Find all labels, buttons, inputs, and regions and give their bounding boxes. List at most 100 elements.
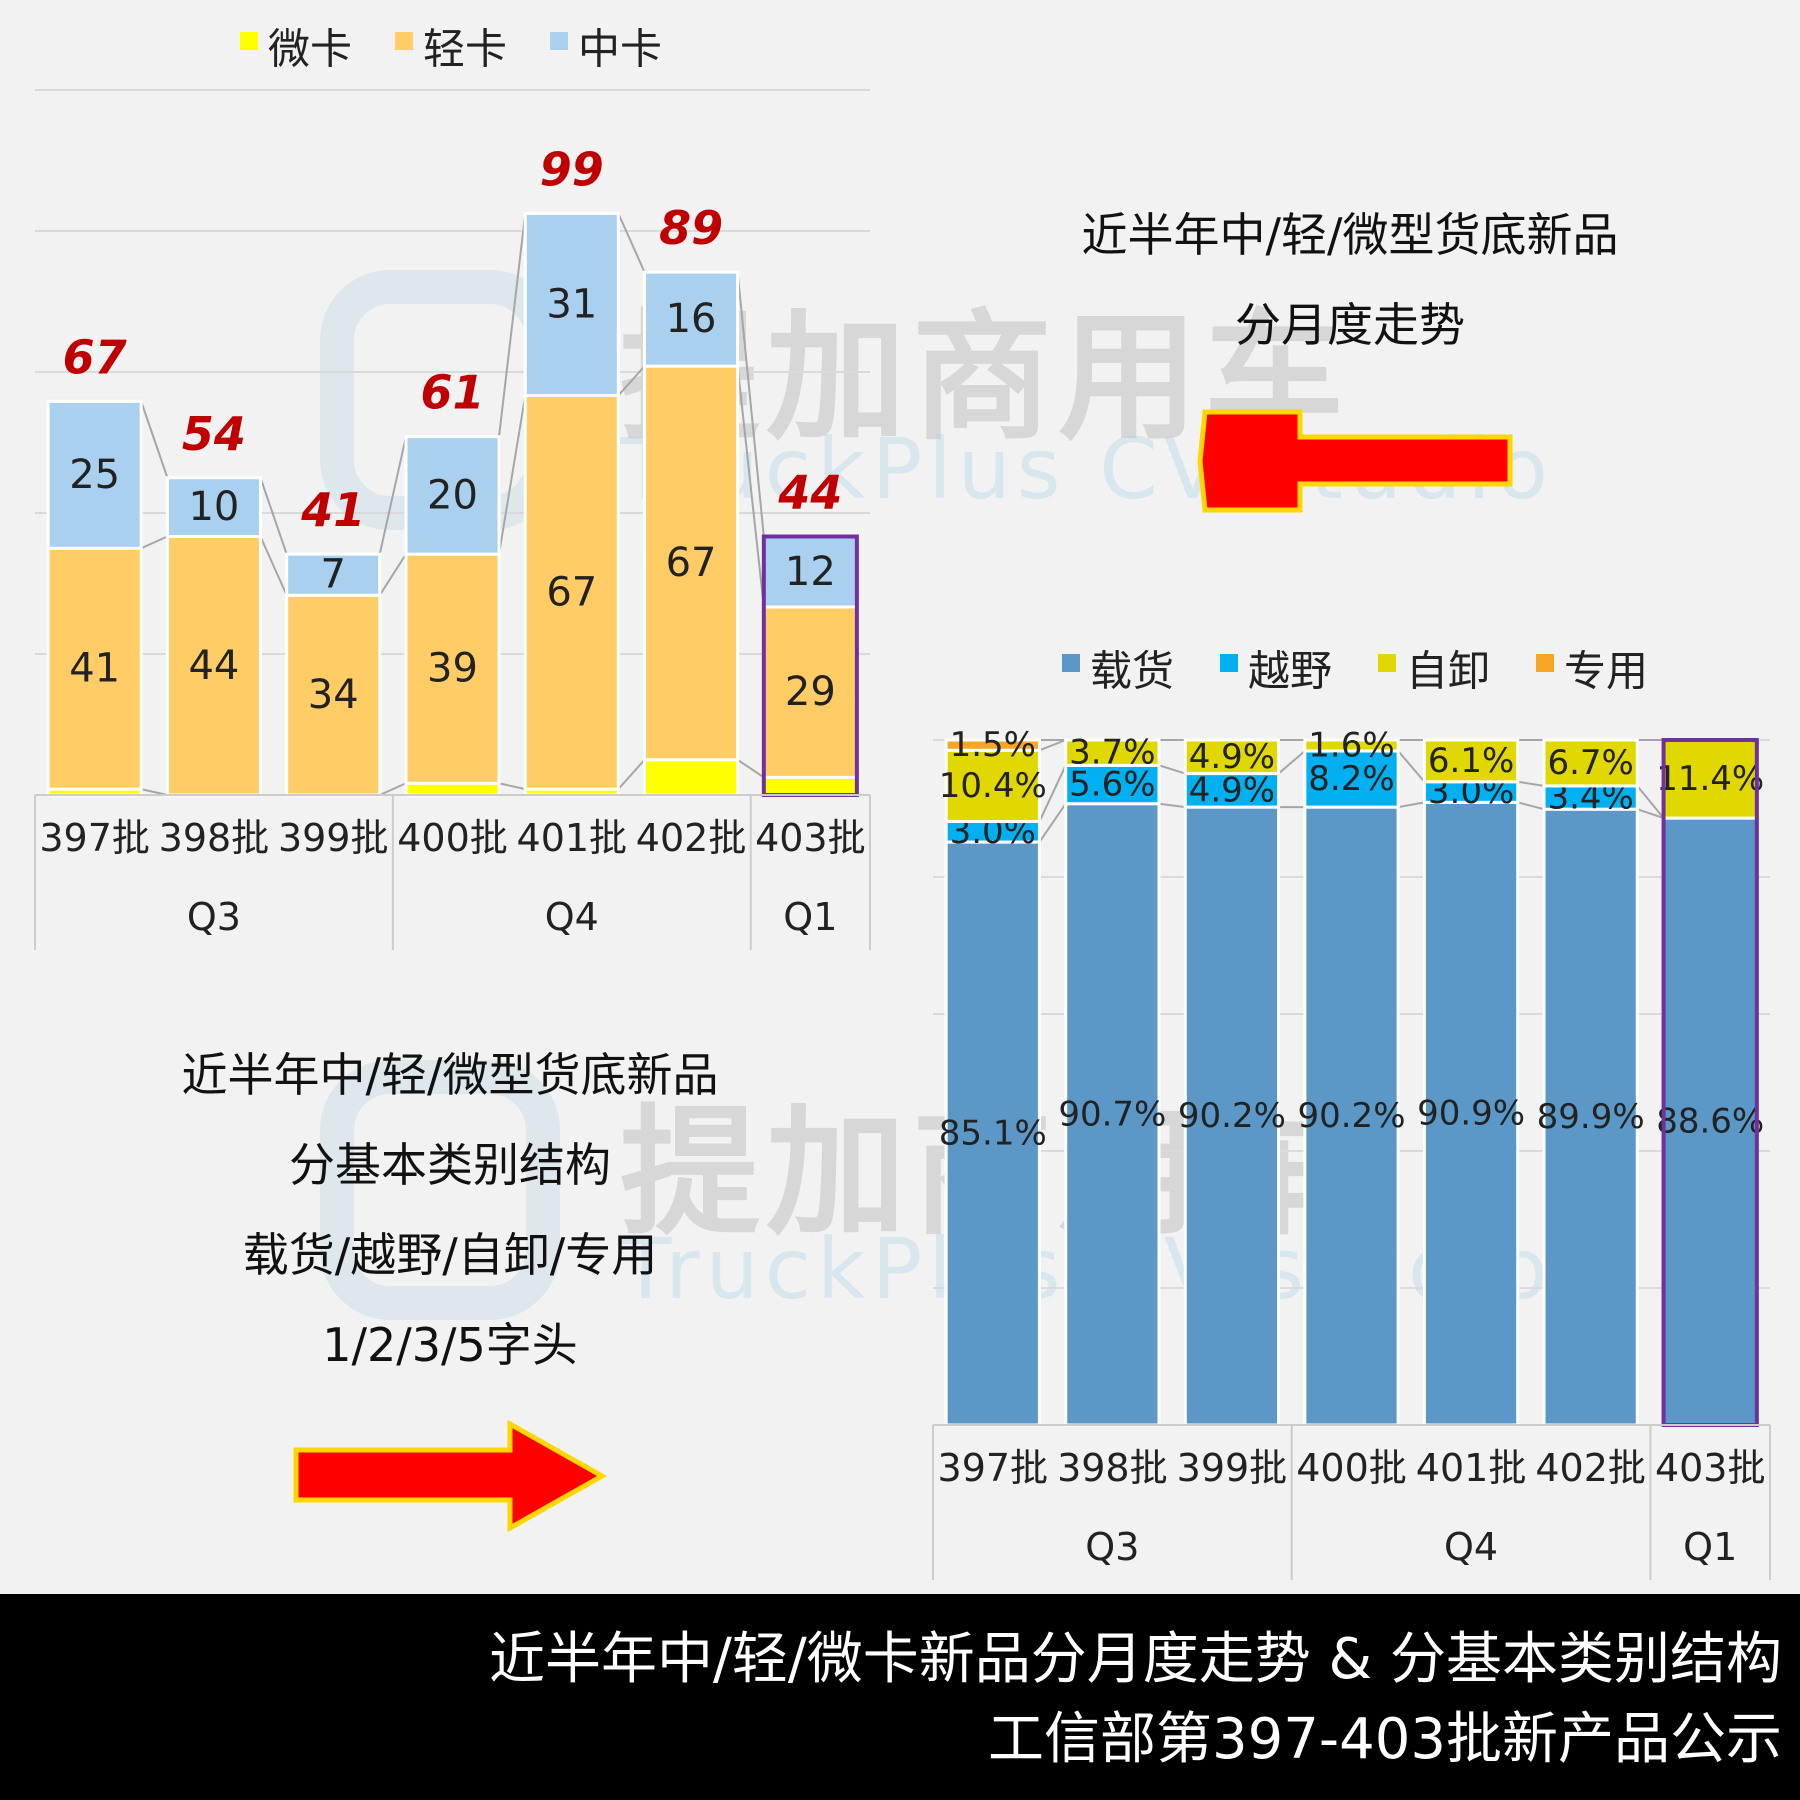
data-label: 29	[785, 669, 836, 715]
bar-segment	[404, 435, 501, 556]
data-label: 41	[69, 646, 120, 692]
data-label: 4.9%	[1189, 770, 1275, 810]
category-tick-label: 401批	[1416, 1446, 1527, 1490]
bar-segment	[46, 399, 143, 550]
data-label: 8.2%	[1308, 759, 1394, 799]
data-label: 67	[666, 540, 717, 586]
group-label: Q1	[1683, 1525, 1737, 1569]
category-tick-label: 402批	[636, 816, 747, 860]
footer-banner: 近半年中/轻/微卡新品分月度走势 & 分基本类别结构 工信部第397-403批新…	[0, 1594, 1800, 1800]
note-top-line: 分月度走势	[1235, 298, 1465, 352]
series-connector	[259, 477, 288, 555]
data-label: 20	[427, 472, 478, 518]
total-label: 99	[540, 142, 604, 196]
category-tick-label: 398批	[1057, 1446, 1168, 1490]
bar-segment	[1303, 805, 1400, 1427]
bar-segment	[404, 552, 501, 785]
note-top: 近半年中/轻/微型货底新品 分月度走势	[1000, 190, 1700, 370]
series-connector	[1397, 801, 1425, 809]
bar-segment	[1422, 738, 1520, 784]
bar-segment	[762, 775, 859, 797]
series-connector	[1636, 808, 1664, 820]
legend-swatch	[395, 32, 413, 50]
data-label: 1.5%	[950, 725, 1036, 765]
series-connector	[498, 782, 526, 791]
data-label: 85.1%	[939, 1114, 1047, 1154]
bar-segment	[1183, 738, 1281, 776]
banner-title: 近半年中/轻/微卡新品分月度走势 & 分基本类别结构	[488, 1627, 1782, 1692]
series-connector	[617, 759, 646, 790]
legend-swatch	[1062, 654, 1080, 672]
series-connector	[617, 365, 646, 397]
legend-label: 微卡	[268, 25, 352, 74]
bar-segment	[1303, 749, 1400, 809]
series-connector	[140, 401, 169, 479]
category-tick-label: 401批	[517, 816, 628, 860]
left-arrow-icon	[1197, 409, 1513, 513]
bar-segment	[1422, 800, 1520, 1427]
series-connector	[736, 272, 765, 537]
data-label: 90.7%	[1058, 1094, 1166, 1134]
category-tick-label: 399批	[1177, 1446, 1288, 1490]
series-connector	[378, 553, 407, 596]
legend-swatch	[240, 32, 258, 50]
series-connector	[736, 366, 765, 608]
data-label: 31	[546, 281, 597, 327]
bar-segment	[1303, 738, 1400, 753]
data-label: 6.1%	[1428, 741, 1514, 781]
category-tick-label: 402批	[1535, 1446, 1646, 1490]
data-label: 16	[666, 296, 717, 342]
bar-segment	[944, 738, 1041, 752]
series-connector	[1038, 764, 1067, 822]
bar-segment	[643, 270, 740, 368]
bar-segment	[643, 758, 740, 797]
series-connector	[259, 536, 288, 596]
bar-segment	[944, 840, 1041, 1427]
total-label: 67	[63, 330, 127, 384]
legend-label: 中卡	[578, 25, 662, 74]
right-arrow-icon	[293, 1419, 608, 1533]
bar-segment	[165, 476, 262, 538]
bar-segment	[1542, 738, 1639, 788]
chart-category-structure: 85.1% 90.7% 90.2% 90.2% 90.9% 89.9% 88.6%3.0%5…	[932, 647, 1771, 1580]
series-connector	[1158, 802, 1186, 809]
group-label: Q4	[545, 895, 599, 939]
legend-swatch	[1220, 654, 1238, 672]
bar-segment	[1064, 738, 1161, 767]
chart-truck-type-trend: 1216341443439676729251072031161267544161…	[34, 25, 871, 950]
category-tick-label: 397批	[39, 816, 150, 860]
bar-segment	[285, 552, 382, 597]
note-bottom: 近半年中/轻/微型货底新品 分基本类别结构 载货/越野/自卸/专用 1/2/3/…	[100, 1030, 800, 1390]
data-label: 10	[188, 484, 239, 530]
series-connector	[1158, 764, 1186, 775]
category-tick-label: 398批	[159, 816, 270, 860]
bar-segment	[404, 781, 501, 797]
data-label: 90.9%	[1417, 1094, 1525, 1134]
bar-segment	[285, 593, 382, 797]
legend-swatch	[1378, 654, 1396, 672]
data-label: 44	[188, 643, 239, 689]
legend-label: 自卸	[1406, 647, 1490, 696]
series-connector	[498, 395, 527, 555]
series-connector	[1277, 750, 1306, 775]
data-label: 5.6%	[1069, 765, 1155, 805]
data-label: 25	[69, 452, 120, 498]
series-connector	[140, 535, 168, 550]
category-tick-label: 397批	[938, 1446, 1049, 1490]
category-tick-label: 403批	[755, 816, 866, 860]
legend-swatch	[550, 32, 568, 50]
series-connector	[378, 436, 407, 555]
bar-segment	[523, 211, 620, 397]
group-label: Q3	[187, 895, 241, 939]
category-tick-label: 400批	[1296, 1446, 1407, 1490]
total-label: 89	[659, 201, 723, 255]
data-label: 89.9%	[1537, 1097, 1645, 1137]
note-top-line: 近半年中/轻/微型货底新品	[1081, 208, 1619, 262]
note-bottom-line: 1/2/3/5字头	[322, 1318, 578, 1372]
group-label: Q4	[1444, 1525, 1498, 1569]
legend-swatch	[1536, 654, 1554, 672]
total-label: 44	[777, 466, 842, 520]
group-label: Q1	[783, 895, 837, 939]
total-label: 41	[300, 483, 365, 537]
